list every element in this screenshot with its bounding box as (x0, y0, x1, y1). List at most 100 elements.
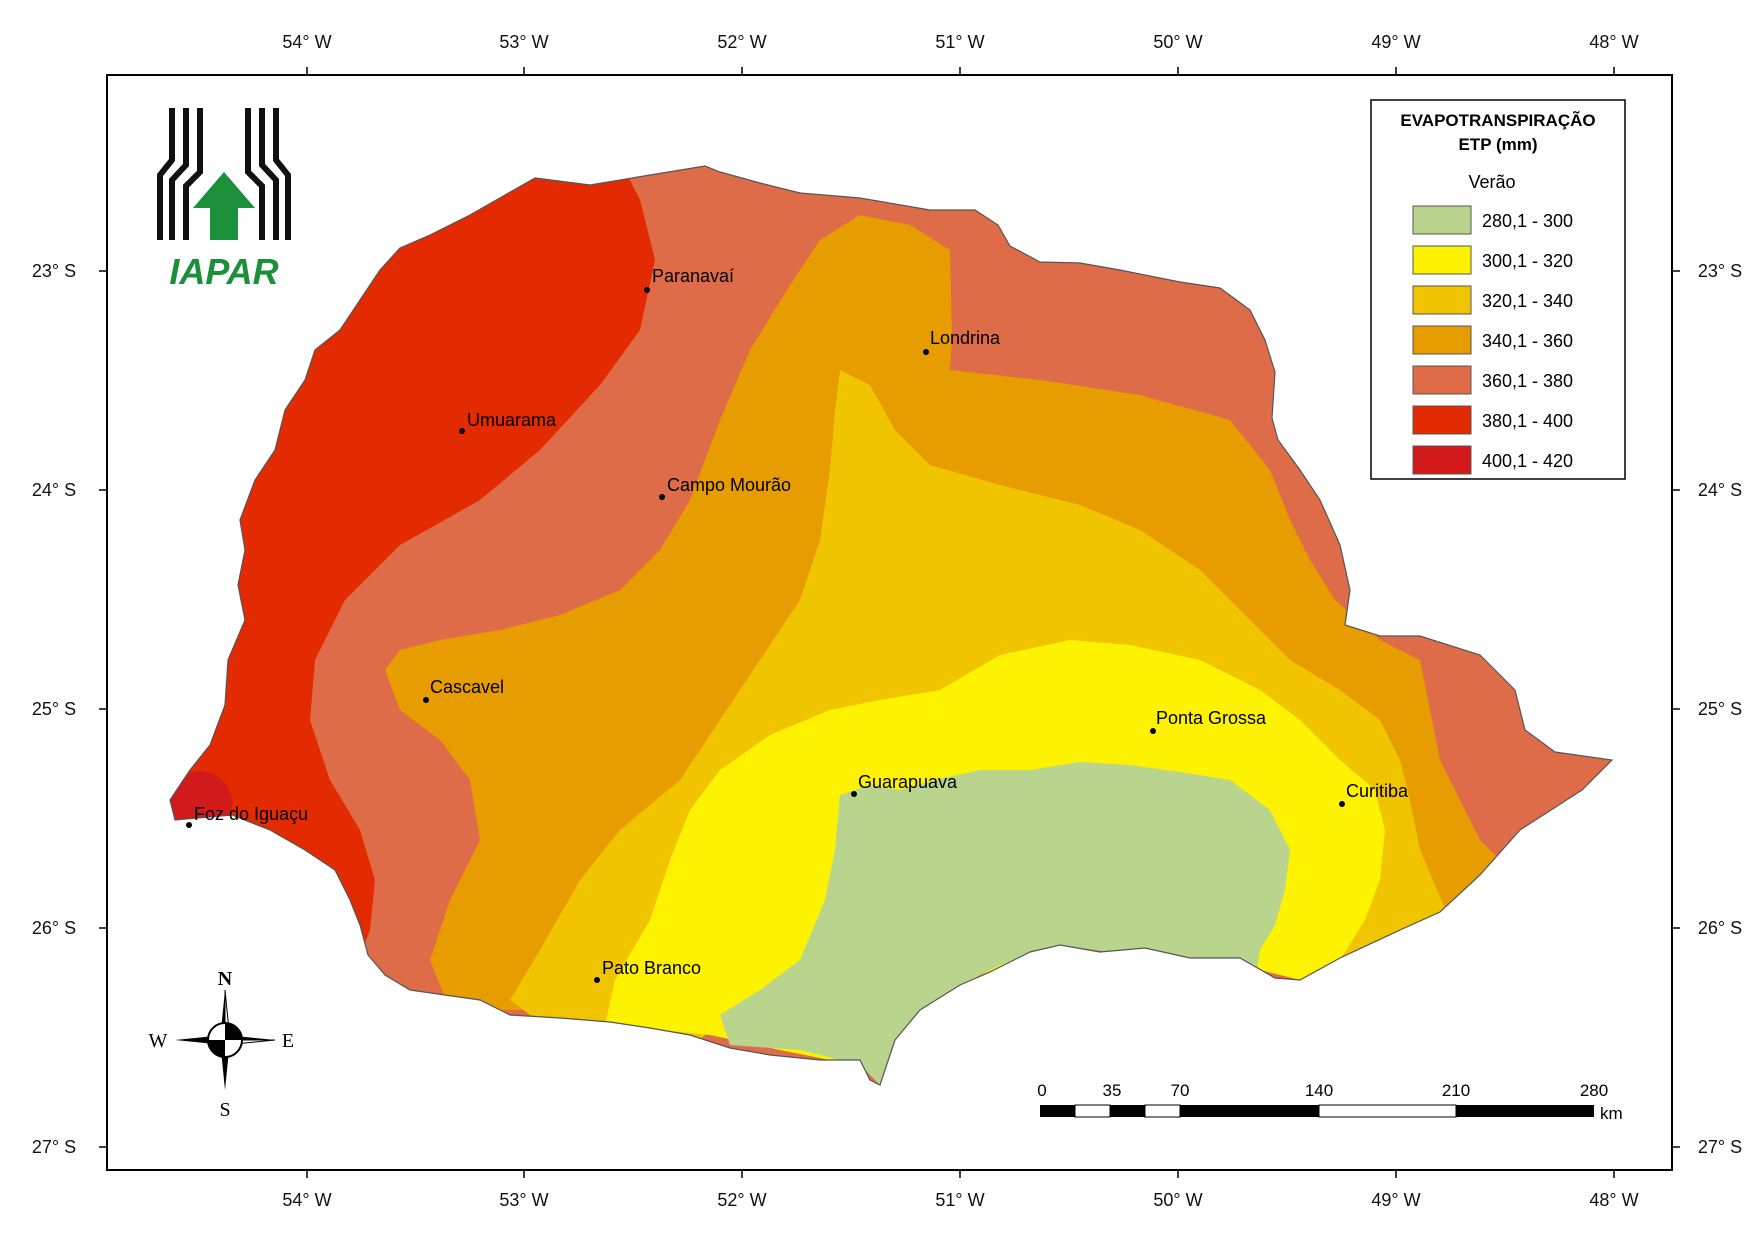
longitude-labels-top: 54° W 53° W 52° W 51° W 50° W 49° W 48° … (282, 32, 1638, 52)
city-guarapuava: Guarapuava (851, 772, 958, 797)
city-marker (1339, 801, 1345, 807)
legend-swatch (1412, 325, 1472, 355)
latitude-label: 23° S (32, 261, 76, 281)
longitude-label: 51° W (935, 1190, 984, 1210)
longitude-label: 48° W (1589, 32, 1638, 52)
city-label: Guarapuava (858, 772, 958, 792)
scale-tick: 70 (1171, 1081, 1190, 1100)
city-umuarama: Umuarama (459, 410, 557, 434)
city-label: Pato Branco (602, 958, 701, 978)
zone-400-420 (170, 771, 232, 835)
longitude-label: 54° W (282, 32, 331, 52)
legend-title: EVAPOTRANSPIRAÇÃO (1400, 110, 1595, 130)
iapar-emblem-icon (157, 108, 291, 240)
city-label: Paranavaí (652, 266, 734, 286)
latitude-labels-left: 23° S 24° S 25° S 26° S 27° S (32, 261, 76, 1157)
city-marker (644, 287, 650, 293)
city-label: Umuarama (467, 410, 557, 430)
tree-icon (193, 172, 255, 240)
city-label: Curitiba (1346, 781, 1409, 801)
latitude-label: 24° S (1698, 480, 1742, 500)
legend-subtitle: ETP (mm) (1458, 135, 1537, 154)
longitude-label: 54° W (282, 1190, 331, 1210)
legend-items: 280,1 - 300 300,1 - 320 320,1 - 340 340,1 -… (1412, 205, 1573, 475)
city-pato-branco: Pato Branco (594, 958, 701, 983)
longitude-label: 48° W (1589, 1190, 1638, 1210)
legend-item: 320,1 - 340 (1412, 285, 1573, 315)
legend-item: 360,1 - 380 (1412, 365, 1573, 395)
city-marker (1150, 728, 1156, 734)
city-label: Campo Mourão (667, 475, 791, 495)
city-label: Foz do Iguaçu (194, 804, 308, 824)
legend: EVAPOTRANSPIRAÇÃO ETP (mm) Verão 280,1 -… (1370, 99, 1626, 480)
legend-label: 360,1 - 380 (1482, 371, 1573, 391)
legend-label: 380,1 - 400 (1482, 411, 1573, 431)
city-paranavai: Paranavaí (644, 266, 734, 293)
state-outline (169, 165, 1614, 1086)
city-campo-mourao: Campo Mourão (659, 475, 791, 500)
city-curitiba: Curitiba (1339, 781, 1409, 807)
legend-swatch (1412, 445, 1472, 475)
compass-south: S (219, 1099, 230, 1121)
longitude-label: 51° W (935, 32, 984, 52)
legend-swatch (1412, 285, 1472, 315)
latitude-label: 25° S (32, 699, 76, 719)
city-marker (459, 428, 465, 434)
city-foz-do-iguacu: Foz do Iguaçu (186, 804, 308, 828)
longitude-label: 52° W (717, 32, 766, 52)
latitude-label: 26° S (32, 918, 76, 938)
longitude-label: 49° W (1371, 1190, 1420, 1210)
longitude-label: 52° W (717, 1190, 766, 1210)
scale-tick: 280 (1580, 1081, 1608, 1100)
city-marker (594, 977, 600, 983)
legend-item: 280,1 - 300 (1412, 205, 1573, 235)
city-marker (186, 822, 192, 828)
city-label: Cascavel (430, 677, 504, 697)
longitude-label: 53° W (499, 1190, 548, 1210)
scale-segments (1040, 1104, 1594, 1118)
compass-rose: N S E W (149, 968, 295, 1121)
legend-item: 340,1 - 360 (1412, 325, 1573, 355)
latitude-label: 25° S (1698, 699, 1742, 719)
compass-west: W (149, 1030, 168, 1052)
city-ponta-grossa: Ponta Grossa (1150, 708, 1267, 734)
legend-swatch (1412, 365, 1472, 395)
latitude-label: 24° S (32, 480, 76, 500)
map-frame (106, 74, 1673, 1171)
city-marker (659, 494, 665, 500)
latitude-label: 23° S (1698, 261, 1742, 281)
city-londrina: Londrina (923, 328, 1001, 355)
longitude-label: 53° W (499, 32, 548, 52)
legend-label: 280,1 - 300 (1482, 211, 1573, 231)
legend-item: 300,1 - 320 (1412, 245, 1573, 275)
scale-tick: 210 (1442, 1081, 1470, 1100)
city-cascavel: Cascavel (423, 677, 504, 703)
zone-280-300 (720, 762, 1290, 1085)
city-marker (851, 791, 857, 797)
latitude-labels-right: 23° S 24° S 25° S 26° S 27° S (1698, 261, 1742, 1157)
logo-text: IAPAR (169, 251, 278, 292)
scale-bar: 0 35 70 140 210 280 km (1037, 1081, 1622, 1123)
city-marker (423, 697, 429, 703)
longitude-label: 50° W (1153, 1190, 1202, 1210)
legend-swatch (1412, 245, 1472, 275)
longitude-label: 50° W (1153, 32, 1202, 52)
compass-east: E (282, 1030, 294, 1052)
legend-label: 320,1 - 340 (1482, 291, 1573, 311)
legend-label: 340,1 - 360 (1482, 331, 1573, 351)
legend-label: 300,1 - 320 (1482, 251, 1573, 271)
latitude-label: 26° S (1698, 918, 1742, 938)
legend-label: 400,1 - 420 (1482, 451, 1573, 471)
scale-tick: 35 (1103, 1081, 1122, 1100)
legend-item: 380,1 - 400 (1412, 405, 1573, 435)
latitude-label: 27° S (1698, 1137, 1742, 1157)
scale-tick: 0 (1037, 1081, 1046, 1100)
compass-icon (175, 989, 276, 1090)
cities: Paranavaí Londrina Umuarama Campo Mourão… (186, 266, 1409, 983)
longitude-labels-bottom: 54° W 53° W 52° W 51° W 50° W 49° W 48° … (282, 1190, 1638, 1210)
legend-item: 400,1 - 420 (1412, 445, 1573, 475)
latitude-label: 27° S (32, 1137, 76, 1157)
compass-north: N (218, 968, 233, 990)
scale-tick: 140 (1305, 1081, 1333, 1100)
